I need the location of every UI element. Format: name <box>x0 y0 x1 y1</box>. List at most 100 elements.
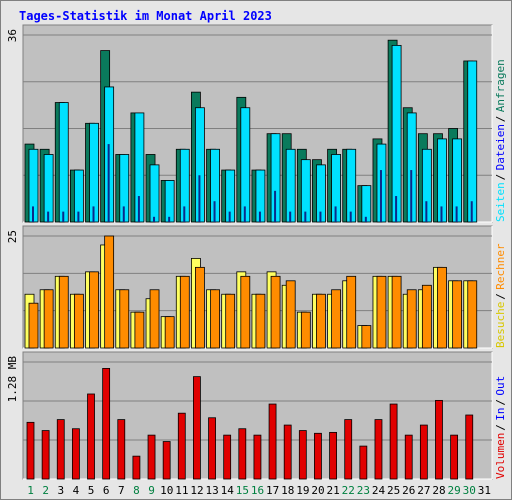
bar-seiten-day-13 <box>213 201 216 222</box>
y-max-label: 36 <box>6 29 19 42</box>
bar-rechner-day-22 <box>346 275 357 349</box>
bar-rechner-day-9 <box>149 289 160 349</box>
day-label-5: 5 <box>88 484 95 497</box>
bar-seiten-day-25 <box>395 196 398 222</box>
legend-label: Besuche <box>494 302 507 348</box>
bar-seiten-day-10 <box>168 216 171 222</box>
bar-volumen-day-20 <box>314 432 322 480</box>
bar-seiten-day-6 <box>107 144 110 222</box>
bar-seiten-day-27 <box>425 201 428 222</box>
bar-seiten-day-20 <box>319 211 322 222</box>
legend-label: / <box>494 174 507 181</box>
bar-volumen-day-13 <box>208 417 216 480</box>
bar-rechner-day-28 <box>437 266 447 349</box>
bar-seiten-day-5 <box>92 206 95 222</box>
bar-volumen-day-14 <box>223 434 232 480</box>
bar-seiten-day-14 <box>228 211 231 222</box>
bar-rechner-day-14 <box>225 293 236 349</box>
legend-label: Dateien <box>494 124 507 170</box>
bar-dateien-day-18 <box>285 148 296 223</box>
legend-label: / <box>494 399 507 406</box>
bar-volumen-day-7 <box>117 419 126 480</box>
day-label-8: 8 <box>133 484 140 497</box>
legend-label: Out <box>494 376 507 396</box>
bar-volumen-day-19 <box>298 430 307 480</box>
bar-seiten-day-11 <box>183 206 186 222</box>
bar-dateien-day-3 <box>58 102 69 223</box>
bar-dateien-day-15 <box>240 107 251 223</box>
bar-volumen-day-23 <box>359 445 368 480</box>
bar-rechner-day-29 <box>452 280 463 349</box>
legend-label: In <box>494 408 507 421</box>
bar-volumen-day-3 <box>56 419 65 480</box>
chart-title: Tages-Statistik im Monat April 2023 <box>19 9 272 23</box>
bar-rechner-day-24 <box>376 275 387 349</box>
day-label-29: 29 <box>448 484 461 497</box>
bar-volumen-day-18 <box>283 424 292 480</box>
bar-dateien-day-30 <box>467 60 478 223</box>
bar-volumen-day-9 <box>147 434 156 480</box>
day-label-9: 9 <box>148 484 155 497</box>
day-label-22: 22 <box>342 484 355 497</box>
bar-rechner-day-20 <box>316 293 326 349</box>
bar-volumen-day-15 <box>238 428 247 480</box>
bar-volumen-day-8 <box>132 455 141 480</box>
bar-seiten-day-1 <box>32 206 34 222</box>
day-label-20: 20 <box>311 484 324 497</box>
bar-dateien-day-23 <box>361 185 372 223</box>
bar-seiten-day-2 <box>47 211 50 222</box>
bar-rechner-day-1 <box>28 302 39 349</box>
y-max-label: 1.28 MB <box>6 356 19 403</box>
day-label-3: 3 <box>58 484 65 497</box>
bar-rechner-day-4 <box>73 293 84 349</box>
bar-volumen-day-6 <box>102 367 111 480</box>
legend-label: Rechner <box>494 243 507 290</box>
bar-dateien-day-22 <box>346 148 357 223</box>
legend-label: / <box>494 116 507 123</box>
day-label-13: 13 <box>205 484 218 497</box>
day-label-21: 21 <box>327 484 340 497</box>
bar-rechner-day-27 <box>421 284 432 349</box>
bar-volumen-day-1 <box>26 421 35 480</box>
bar-rechner-day-16 <box>255 293 266 349</box>
legend-label: / <box>494 424 507 431</box>
bar-rechner-day-23 <box>361 325 372 349</box>
legend-label: Volumen <box>494 433 507 479</box>
bar-rechner-day-2 <box>43 289 54 349</box>
legend-label: Anfragen <box>494 59 507 112</box>
bar-volumen-day-25 <box>389 403 398 480</box>
bar-volumen-day-21 <box>329 431 337 480</box>
bar-dateien-day-9 <box>149 164 160 223</box>
day-label-23: 23 <box>357 484 370 497</box>
bar-volumen-day-16 <box>253 434 262 480</box>
bar-seiten-day-16 <box>258 211 261 222</box>
day-label-26: 26 <box>402 484 415 497</box>
bar-rechner-day-21 <box>331 289 341 349</box>
bar-volumen-day-17 <box>268 403 277 480</box>
bar-seiten-day-19 <box>304 211 307 222</box>
bar-rechner-day-10 <box>164 316 175 349</box>
bar-rechner-day-11 <box>179 275 190 349</box>
day-label-28: 28 <box>432 484 445 497</box>
bar-seiten-day-7 <box>122 206 125 222</box>
day-label-17: 17 <box>266 484 279 497</box>
bar-rechner-day-8 <box>134 311 145 349</box>
bar-volumen-day-11 <box>177 412 186 480</box>
legend-label: Seiten <box>494 182 507 222</box>
bar-seiten-day-29 <box>455 206 458 222</box>
bar-volumen-day-24 <box>374 419 383 480</box>
day-label-24: 24 <box>372 484 386 497</box>
bar-rechner-day-30 <box>467 280 478 349</box>
bar-volumen-day-29 <box>450 434 459 480</box>
bar-seiten-day-28 <box>440 206 443 222</box>
bar-seiten-day-15 <box>243 206 246 222</box>
bar-rechner-day-18 <box>285 280 296 349</box>
bar-dateien-day-10 <box>164 180 175 223</box>
bar-rechner-day-17 <box>270 275 281 349</box>
day-label-6: 6 <box>103 484 110 497</box>
bar-rechner-day-5 <box>89 271 99 349</box>
bar-seiten-day-22 <box>349 211 352 222</box>
bar-seiten-day-30 <box>470 201 473 222</box>
